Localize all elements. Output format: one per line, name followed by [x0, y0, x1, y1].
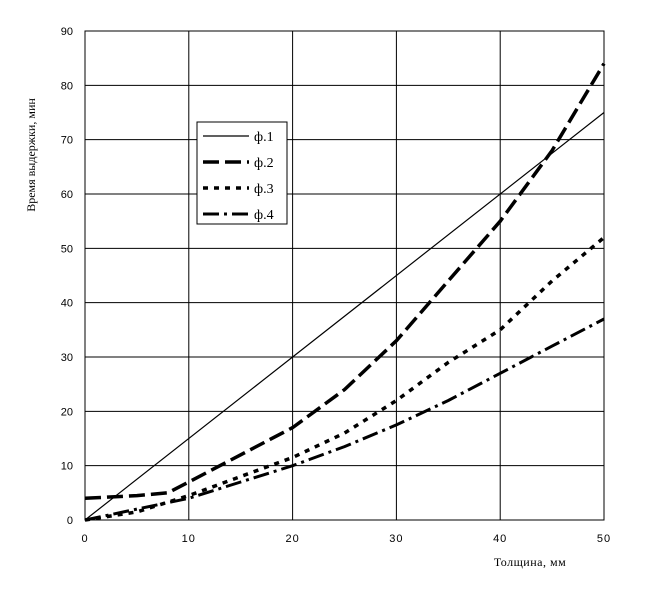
y-tick-label: 20: [61, 406, 73, 418]
y-tick-label: 70: [61, 135, 73, 147]
y-tick-label: 50: [61, 243, 73, 255]
x-tick-label: 0: [81, 533, 88, 545]
series-line-3: [84, 236, 606, 522]
legend-label: ф.4: [254, 208, 274, 223]
y-tick-label: 80: [61, 80, 73, 92]
legend-item: ф.4: [203, 208, 274, 223]
legend-label: ф.1: [254, 130, 274, 145]
series-lines: [84, 62, 606, 522]
y-tick-label: 10: [61, 461, 73, 473]
legend-box: [196, 121, 288, 225]
legend-item: ф.2: [203, 156, 274, 171]
series-line-4: [84, 317, 605, 522]
x-tick-label: 30: [389, 533, 403, 545]
y-tick-label: 0: [67, 515, 73, 527]
y-tick-label: 30: [61, 352, 73, 364]
y-tick-label: 60: [61, 189, 73, 201]
x-tick-label: 10: [182, 533, 196, 545]
x-tick-labels: 0 10 20 30 40 50: [81, 533, 611, 545]
series-line-1: [84, 112, 605, 521]
y-tick-label: 90: [61, 26, 73, 38]
x-axis-title: Толщина, мм: [494, 555, 566, 569]
x-tick-label: 20: [285, 533, 299, 545]
legend-item: ф.3: [203, 182, 274, 197]
x-tick-label: 50: [597, 533, 611, 545]
legend-label: ф.3: [254, 182, 274, 197]
y-axis-title: Время выдержки, мин: [24, 98, 38, 212]
y-tick-labels: 0 10 20 30 40 50 60 70 80 90: [61, 26, 73, 527]
legend-item: ф.1: [203, 130, 274, 145]
legend-label: ф.2: [254, 156, 274, 171]
x-tick-label: 40: [493, 533, 507, 545]
y-tick-label: 40: [61, 298, 73, 310]
legend: ф.1 ф.2 ф.3 ф.4: [196, 121, 288, 225]
plot-area-frame: [84, 30, 605, 521]
series-line-2: [84, 62, 606, 501]
